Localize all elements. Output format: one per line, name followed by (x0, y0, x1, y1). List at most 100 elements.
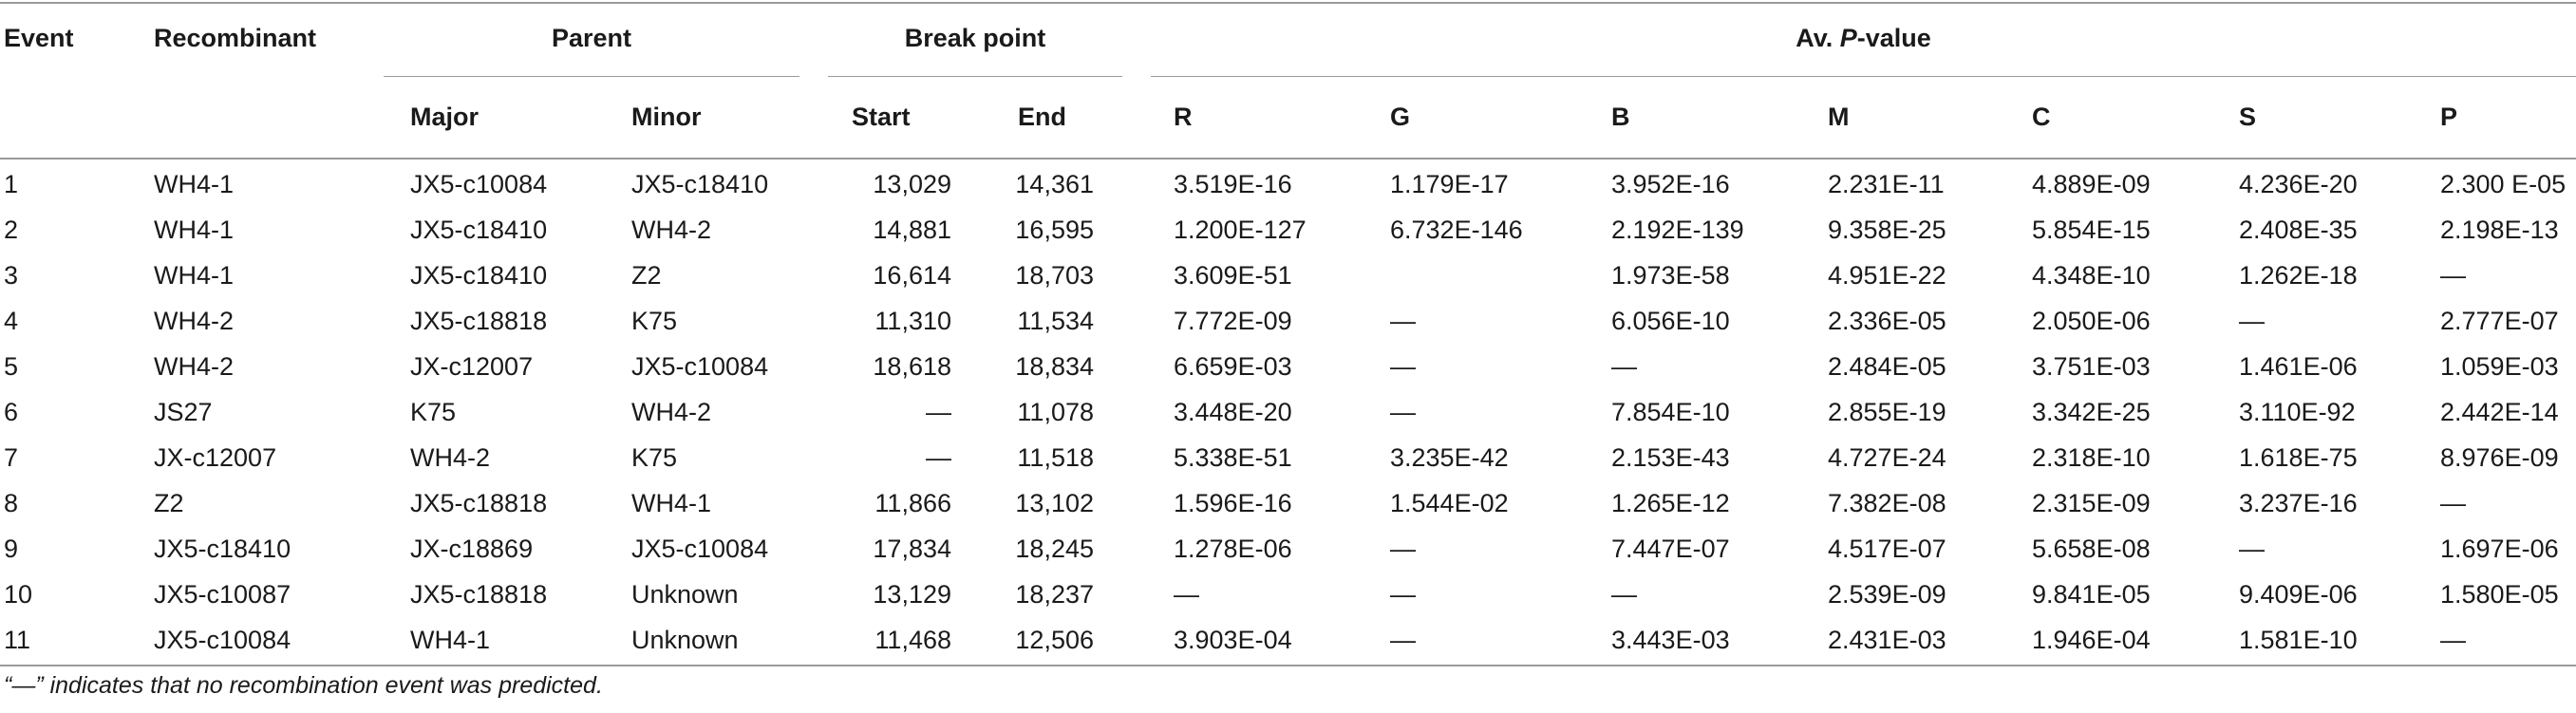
cell-pvalue-p: 1.059E-03 (2440, 352, 2559, 381)
header-major: Major (410, 103, 479, 131)
cell-pvalue-c: 5.854E-15 (2032, 216, 2151, 244)
cell-breakpoint-start: 11,310 (874, 307, 951, 335)
header-start: Start (852, 103, 911, 131)
cell-breakpoint-start: — (926, 398, 951, 426)
cell-pvalue-c: 1.946E-04 (2032, 626, 2151, 654)
cell-pvalue-c: 9.841E-05 (2032, 580, 2151, 609)
cell-major-parent: WH4-2 (410, 443, 491, 472)
cell-pvalue-m: 7.382E-08 (1828, 489, 1946, 517)
header-method-g: G (1390, 103, 1411, 131)
cell-pvalue-p: — (2440, 626, 2466, 654)
cell-pvalue-p: — (2440, 489, 2466, 517)
cell-pvalue-b: 1.265E-12 (1611, 489, 1730, 517)
cell-pvalue-p: 8.976E-09 (2440, 443, 2559, 472)
cell-pvalue-s: — (2239, 307, 2265, 335)
cell-pvalue-s: 1.262E-18 (2239, 261, 2358, 290)
cell-pvalue-g: — (1390, 307, 1416, 335)
header-event: Event (4, 24, 74, 52)
parent-group-rule (384, 76, 799, 77)
cell-pvalue-g: — (1390, 398, 1416, 426)
cell-breakpoint-end: 16,595 (1015, 216, 1094, 244)
cell-breakpoint-end: 11,078 (1017, 398, 1094, 426)
cell-pvalue-s: — (2239, 535, 2265, 563)
cell-pvalue-b: — (1611, 580, 1637, 609)
cell-pvalue-c: 2.315E-09 (2032, 489, 2151, 517)
cell-pvalue-p: 2.300 E-05 (2440, 170, 2567, 198)
header-minor: Minor (631, 103, 702, 131)
top-rule (0, 2, 2576, 4)
cell-pvalue-g: 1.179E-17 (1390, 170, 1509, 198)
pvalue-group-rule (1151, 76, 2576, 77)
header-end: End (1018, 103, 1066, 131)
cell-event: 4 (4, 307, 19, 335)
cell-breakpoint-start: — (926, 443, 951, 472)
cell-pvalue-r: 3.609E-51 (1174, 261, 1292, 290)
cell-pvalue-r: 7.772E-09 (1174, 307, 1292, 335)
cell-breakpoint-start: 13,129 (873, 580, 951, 609)
cell-pvalue-r: 3.519E-16 (1174, 170, 1292, 198)
cell-minor-parent: K75 (631, 443, 678, 472)
cell-pvalue-g: — (1390, 535, 1416, 563)
cell-event: 5 (4, 352, 19, 381)
cell-pvalue-s: 1.618E-75 (2239, 443, 2358, 472)
cell-breakpoint-end: 11,534 (1017, 307, 1094, 335)
header-method-c: C (2032, 103, 2051, 131)
cell-recombinant: JX-c12007 (154, 443, 277, 472)
cell-pvalue-r: 6.659E-03 (1174, 352, 1292, 381)
cell-breakpoint-end: 18,703 (1015, 261, 1094, 290)
cell-breakpoint-start: 18,618 (873, 352, 951, 381)
cell-pvalue-c: 4.348E-10 (2032, 261, 2151, 290)
cell-event: 7 (4, 443, 19, 472)
cell-recombinant: WH4-1 (154, 261, 235, 290)
cell-breakpoint-end: 18,237 (1015, 580, 1094, 609)
header-bottom-rule (0, 158, 2576, 159)
cell-pvalue-p: 2.198E-13 (2440, 216, 2559, 244)
cell-pvalue-c: 4.889E-09 (2032, 170, 2151, 198)
cell-pvalue-r: — (1174, 580, 1199, 609)
cell-pvalue-b: 6.056E-10 (1611, 307, 1730, 335)
cell-major-parent: JX-c12007 (410, 352, 534, 381)
cell-pvalue-m: 4.517E-07 (1828, 535, 1946, 563)
header-method-s: S (2239, 103, 2257, 131)
header-av-pvalue: Av. P-value (1796, 24, 1931, 52)
cell-major-parent: JX5-c18818 (410, 307, 548, 335)
cell-pvalue-r: 3.448E-20 (1174, 398, 1292, 426)
cell-event: 1 (4, 170, 19, 198)
cell-pvalue-m: 4.727E-24 (1828, 443, 1946, 472)
cell-pvalue-p: 1.580E-05 (2440, 580, 2559, 609)
table-bottom-rule (0, 665, 2576, 666)
cell-pvalue-s: 3.110E-92 (2239, 398, 2356, 426)
cell-pvalue-r: 1.278E-06 (1174, 535, 1292, 563)
cell-pvalue-g: — (1390, 352, 1416, 381)
cell-recombinant: WH4-2 (154, 307, 235, 335)
cell-pvalue-b: 2.192E-139 (1611, 216, 1744, 244)
cell-pvalue-g: — (1390, 580, 1416, 609)
cell-pvalue-b: — (1611, 352, 1637, 381)
cell-recombinant: JX5-c10087 (154, 580, 291, 609)
cell-pvalue-c: 2.050E-06 (2032, 307, 2151, 335)
cell-major-parent: K75 (410, 398, 457, 426)
cell-breakpoint-end: 18,834 (1015, 352, 1094, 381)
header-recombinant: Recombinant (154, 24, 317, 52)
cell-pvalue-b: 3.952E-16 (1611, 170, 1730, 198)
cell-breakpoint-start: 13,029 (873, 170, 951, 198)
cell-pvalue-c: 2.318E-10 (2032, 443, 2151, 472)
cell-event: 11 (4, 626, 31, 654)
cell-breakpoint-end: 13,102 (1015, 489, 1094, 517)
footnote: “—” indicates that no recombination even… (4, 672, 603, 699)
cell-minor-parent: WH4-2 (631, 216, 712, 244)
cell-breakpoint-start: 11,468 (874, 626, 951, 654)
cell-pvalue-c: 3.751E-03 (2032, 352, 2151, 381)
cell-pvalue-p: 1.697E-06 (2440, 535, 2559, 563)
cell-pvalue-c: 5.658E-08 (2032, 535, 2151, 563)
cell-major-parent: JX5-c18818 (410, 489, 548, 517)
cell-event: 2 (4, 216, 19, 244)
cell-breakpoint-start: 16,614 (873, 261, 951, 290)
cell-breakpoint-end: 12,506 (1015, 626, 1094, 654)
cell-recombinant: Z2 (154, 489, 184, 517)
cell-recombinant: JS27 (154, 398, 213, 426)
cell-minor-parent: JX5-c10084 (631, 352, 769, 381)
header-method-b: B (1611, 103, 1630, 131)
cell-pvalue-b: 1.973E-58 (1611, 261, 1730, 290)
cell-pvalue-m: 2.855E-19 (1828, 398, 1946, 426)
